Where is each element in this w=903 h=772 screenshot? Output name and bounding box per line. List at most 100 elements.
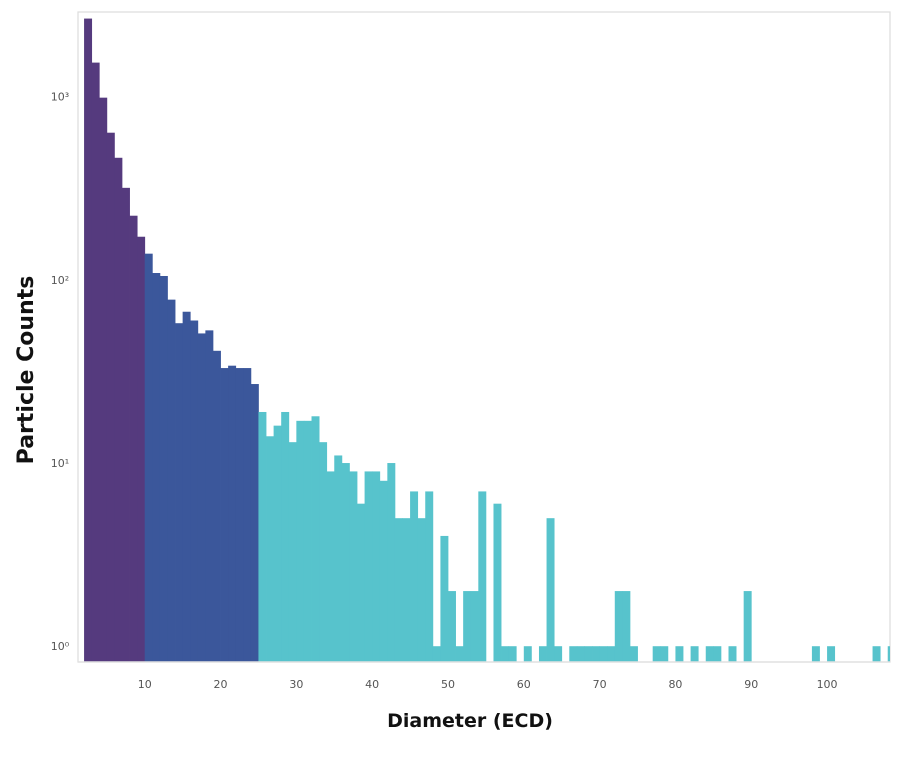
histogram-bar [554,646,563,662]
x-tick-label: 40 [365,678,379,691]
histogram-bar [546,518,555,662]
histogram-bar [417,518,426,662]
histogram-bar [440,535,449,662]
histogram-bar [144,253,153,662]
histogram-bar [523,646,532,662]
histogram-bar [629,646,638,662]
x-tick-label: 20 [214,678,228,691]
histogram-bar [394,518,403,662]
histogram-bar [129,215,138,662]
histogram-bar [705,646,714,662]
histogram-bar [478,491,487,662]
histogram-bar [827,646,836,662]
bars-group [84,18,890,662]
histogram-bar [432,646,441,662]
histogram-bar [319,442,328,662]
histogram-bar [273,425,282,662]
histogram-bar [622,591,631,662]
histogram-bar [212,350,221,662]
histogram-bar [538,646,547,662]
histogram-bar [159,275,168,662]
histogram-bar [190,320,199,662]
histogram-bar [341,463,350,662]
histogram-bar [175,323,184,662]
histogram-bar [364,471,373,662]
histogram-bar [84,18,93,662]
histogram-bar [137,236,146,662]
histogram-bar [91,62,100,662]
histogram-bar [296,420,305,662]
histogram-bar [121,187,130,662]
y-tick-label: 10¹ [51,457,69,470]
histogram-bar [303,420,312,662]
histogram-bar [182,311,191,662]
histogram-bar [872,646,881,662]
histogram-bar [357,503,365,662]
histogram-bar [205,330,214,662]
histogram-bar [470,591,479,662]
histogram-bar [311,416,320,662]
y-tick-label: 10³ [51,91,69,104]
y-tick-labels: 10⁰ 10¹ 10² 10³ [51,91,70,654]
histogram-bar [652,646,661,662]
y-tick-label: 10² [51,274,69,287]
histogram-bar [501,646,510,662]
histogram-bar [220,368,229,662]
histogram-bar [288,442,297,662]
histogram-bar [258,411,267,662]
histogram-bar [660,646,669,662]
y-axis-title: Particle Counts [14,276,39,465]
histogram-bar [387,463,396,662]
histogram-bar [167,299,176,662]
histogram-bar [281,411,290,662]
x-tick-label: 90 [744,678,758,691]
histogram-bar [197,333,206,662]
histogram-bar [228,365,237,662]
x-tick-label: 80 [668,678,682,691]
x-tick-label: 30 [289,678,303,691]
histogram-bar [811,646,820,662]
histogram-bar [250,384,259,662]
histogram-bar [410,491,419,662]
x-tick-label: 10 [138,678,152,691]
histogram-bar [887,646,890,662]
histogram-bar [114,157,123,662]
histogram-bar [713,646,722,662]
histogram-bar [152,273,161,662]
histogram-bar [326,471,335,662]
histogram-bar [349,471,358,662]
x-tick-label: 50 [441,678,455,691]
histogram-bar [493,503,502,662]
histogram-bar [235,368,244,662]
histogram-bar [447,591,456,662]
histogram-bar [569,646,578,662]
x-tick-label: 100 [817,678,838,691]
histogram-bar [592,646,601,662]
histogram-bar [743,591,752,662]
histogram-bar [728,646,737,662]
histogram-bar [690,646,699,662]
x-tick-label: 60 [517,678,531,691]
histogram-bar [584,646,593,662]
histogram-bar [607,646,616,662]
histogram-bar [402,518,411,662]
histogram-bar [372,471,381,662]
histogram-bar [243,368,252,662]
histogram-bar [455,646,464,662]
x-tick-label: 70 [593,678,607,691]
histogram-bar [508,646,517,662]
histogram-bar [425,491,434,662]
histogram-bar [334,455,343,662]
x-axis-title: Diameter (ECD) [387,710,553,732]
histogram-bar [106,132,115,662]
histogram-bar [614,591,623,662]
histogram-bar [99,97,108,662]
histogram-bar [266,436,275,662]
y-tick-label: 10⁰ [51,640,70,653]
histogram-bar [675,646,684,662]
histogram-bar [379,480,388,662]
x-tick-labels: 10 20 30 40 50 60 70 80 90 100 [138,678,838,691]
histogram-bar [599,646,608,662]
histogram-bar [463,591,472,662]
